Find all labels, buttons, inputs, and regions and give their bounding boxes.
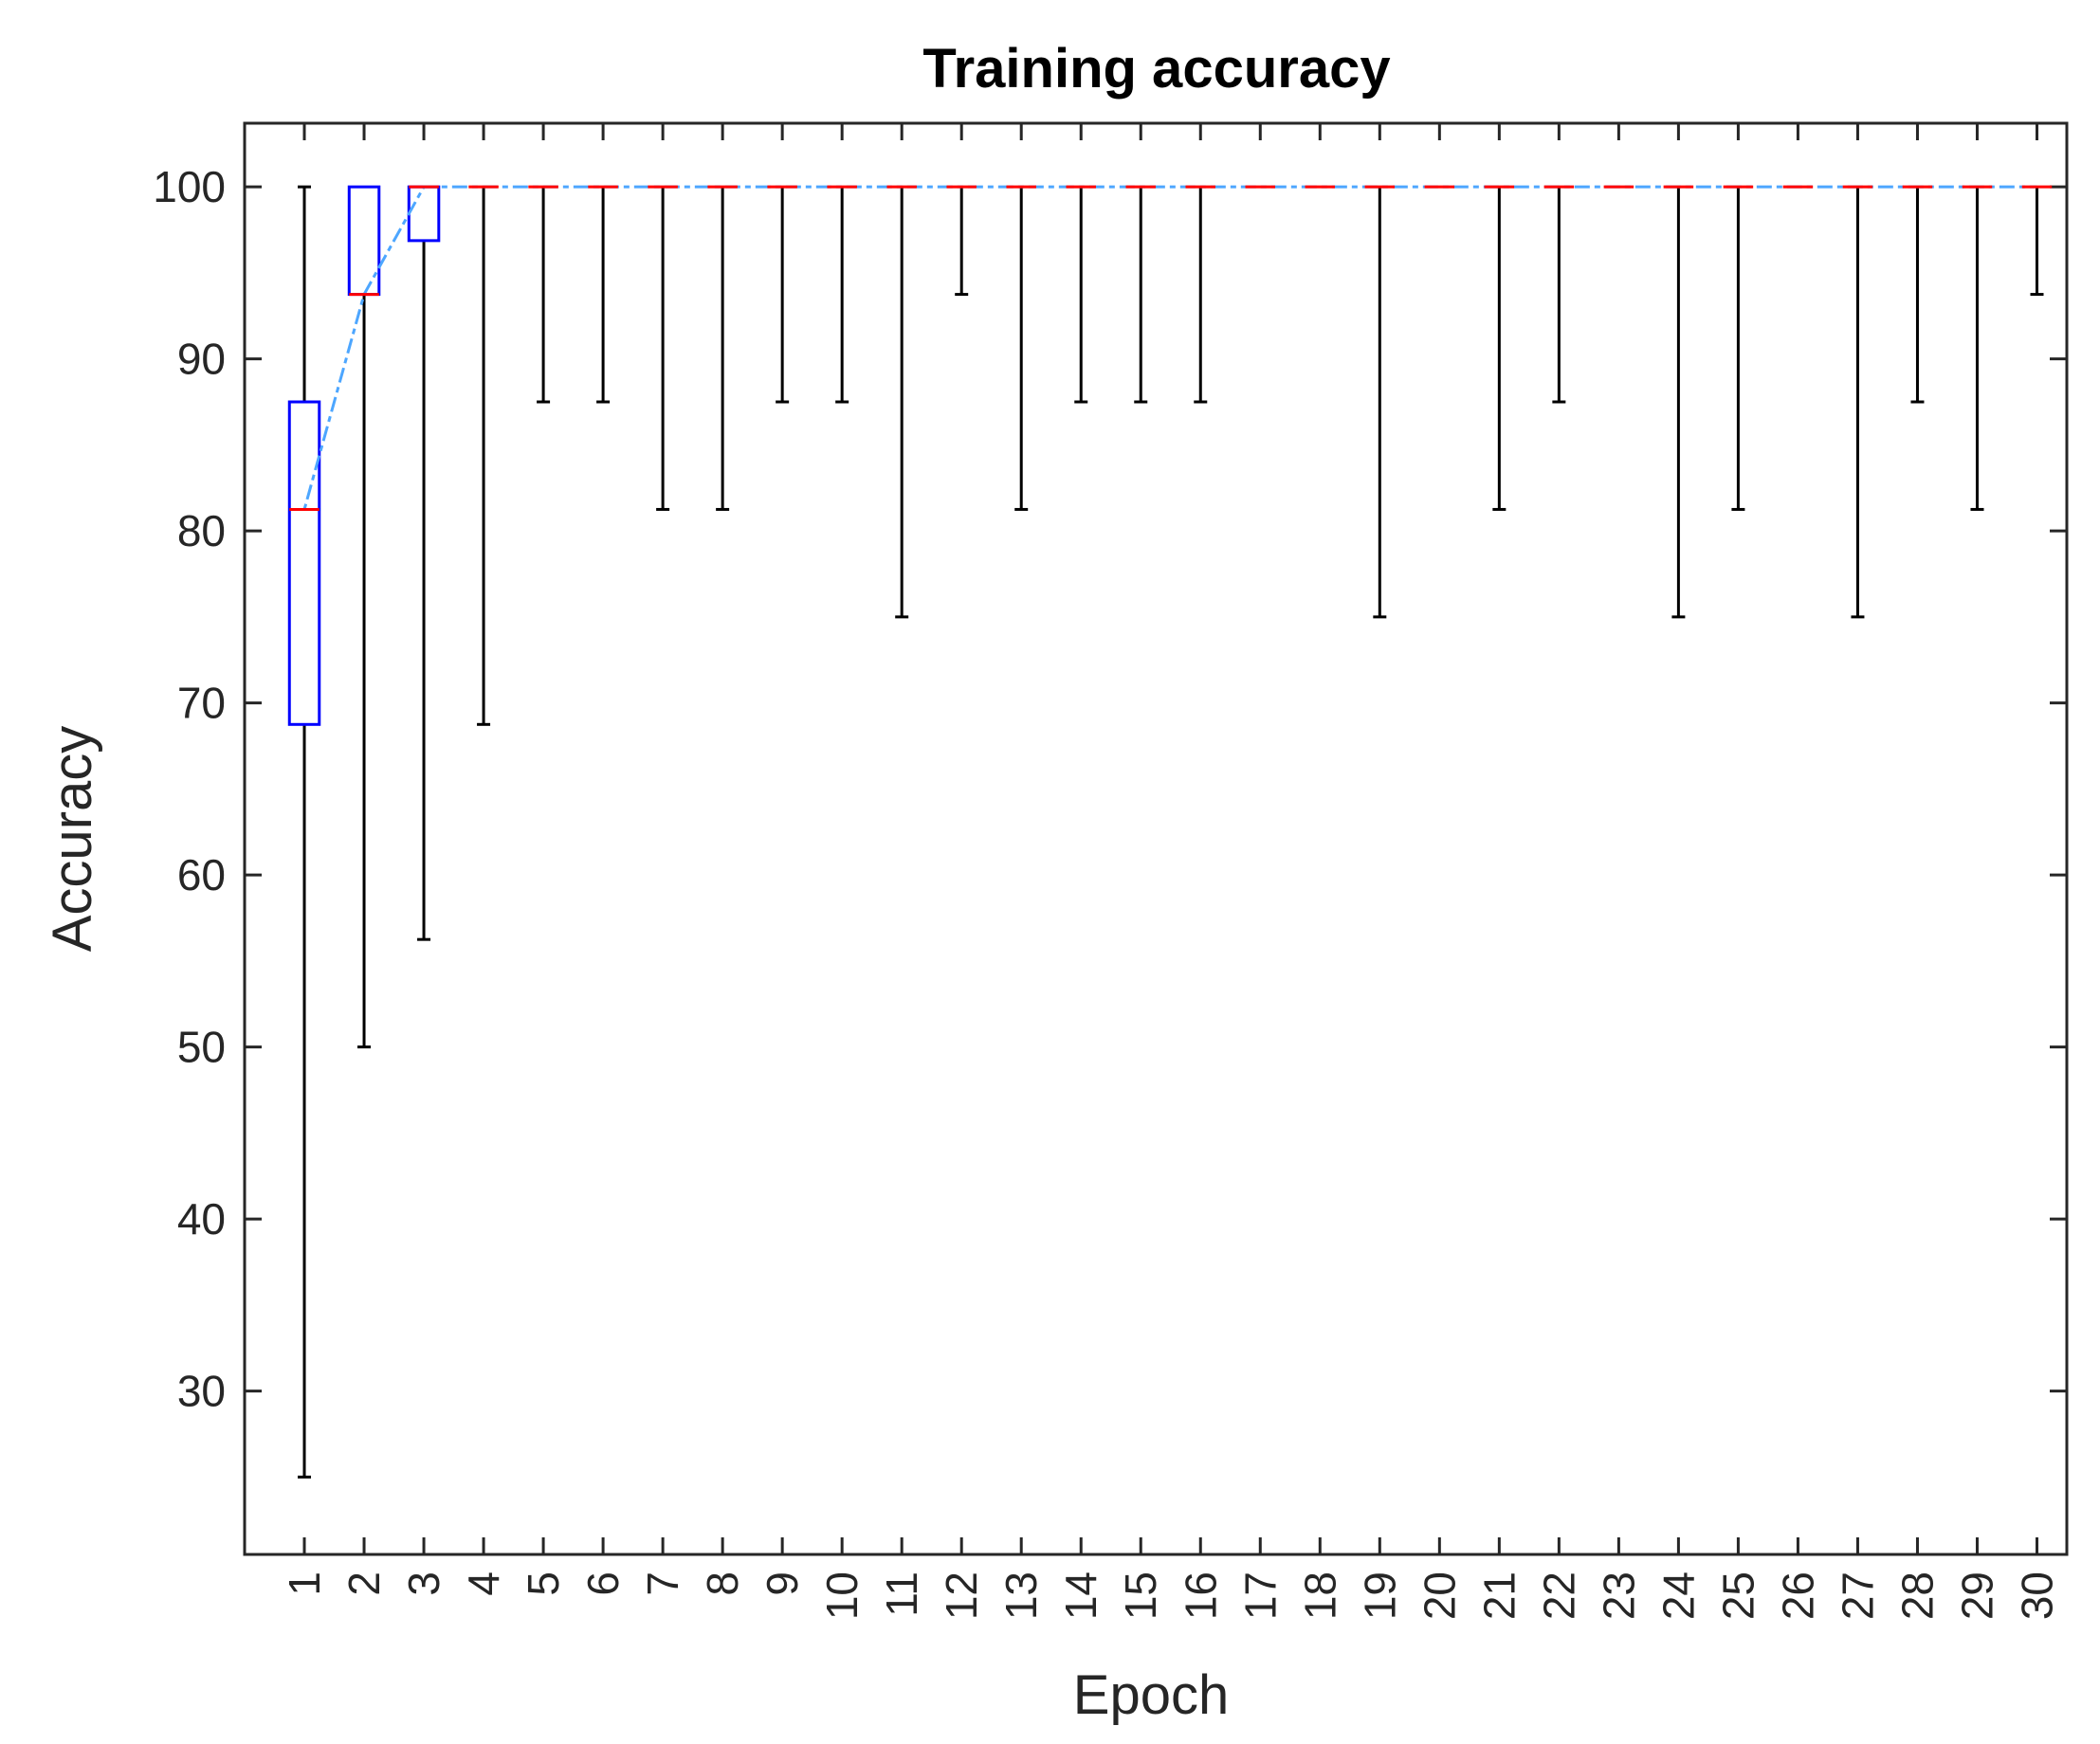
x-tick-label: 28 [1892, 1571, 1942, 1620]
x-tick-label: 6 [578, 1571, 628, 1596]
y-axis-label: Accuracy [42, 726, 103, 953]
x-tick-label: 19 [1355, 1571, 1404, 1620]
x-tick-label: 5 [519, 1571, 568, 1596]
y-tick-label: 60 [177, 850, 226, 899]
whiskers-group [298, 185, 2044, 1479]
x-tick-label: 15 [1116, 1571, 1165, 1620]
x-tick-label: 7 [638, 1571, 687, 1596]
x-tick-label: 12 [937, 1571, 986, 1620]
medians-group [289, 185, 2053, 511]
y-tick-label: 100 [153, 162, 226, 211]
y-tick-label: 90 [177, 335, 226, 384]
x-tick-label: 27 [1833, 1571, 1882, 1620]
x-tick-label: 18 [1295, 1571, 1344, 1620]
y-tick-label: 70 [177, 679, 226, 728]
y-tick-label: 80 [177, 506, 226, 555]
x-tick-label: 10 [817, 1571, 867, 1620]
y-tick-label: 40 [177, 1194, 226, 1244]
chart-title: Training accuracy [922, 38, 1390, 100]
x-tick-label: 26 [1773, 1571, 1822, 1620]
x-axis-label: Epoch [1073, 1664, 1229, 1726]
x-tick-label: 20 [1415, 1571, 1464, 1620]
box-iqr [407, 185, 441, 243]
x-tick-label: 25 [1713, 1571, 1762, 1620]
x-tick-label: 22 [1534, 1571, 1583, 1620]
x-tick-label: 21 [1474, 1571, 1524, 1620]
y-axis: 30 40 50 60 70 80 90 100 [153, 162, 2067, 1416]
y-tick-label: 30 [177, 1367, 226, 1416]
x-tick-label: 23 [1594, 1571, 1643, 1620]
x-tick-label: 11 [877, 1571, 926, 1617]
x-tick-label: 14 [1056, 1571, 1105, 1620]
x-tick-label: 29 [1952, 1571, 2001, 1620]
plot-area-frame [243, 121, 2069, 1556]
x-axis: 1 2 3 4 5 6 7 8 9 10 11 12 13 14 15 16 17 18 19 20 21 22 23 24 2… [280, 123, 2061, 1620]
x-tick-label: 3 [399, 1571, 448, 1596]
x-tick-label: 1 [280, 1571, 329, 1596]
x-tick-label: 13 [996, 1571, 1046, 1620]
x-tick-label: 16 [1176, 1571, 1225, 1620]
x-tick-label: 8 [698, 1571, 747, 1596]
box-iqr [347, 185, 381, 297]
x-tick-label: 24 [1653, 1571, 1703, 1620]
median-trend-line [302, 185, 2037, 510]
x-tick-label: 9 [758, 1571, 807, 1596]
box-iqr [287, 400, 321, 726]
y-tick-label: 50 [177, 1023, 226, 1072]
x-tick-label: 4 [459, 1571, 508, 1596]
x-tick-label: 2 [339, 1571, 389, 1596]
x-tick-label: 17 [1235, 1571, 1285, 1620]
x-tick-label: 30 [2012, 1571, 2061, 1620]
